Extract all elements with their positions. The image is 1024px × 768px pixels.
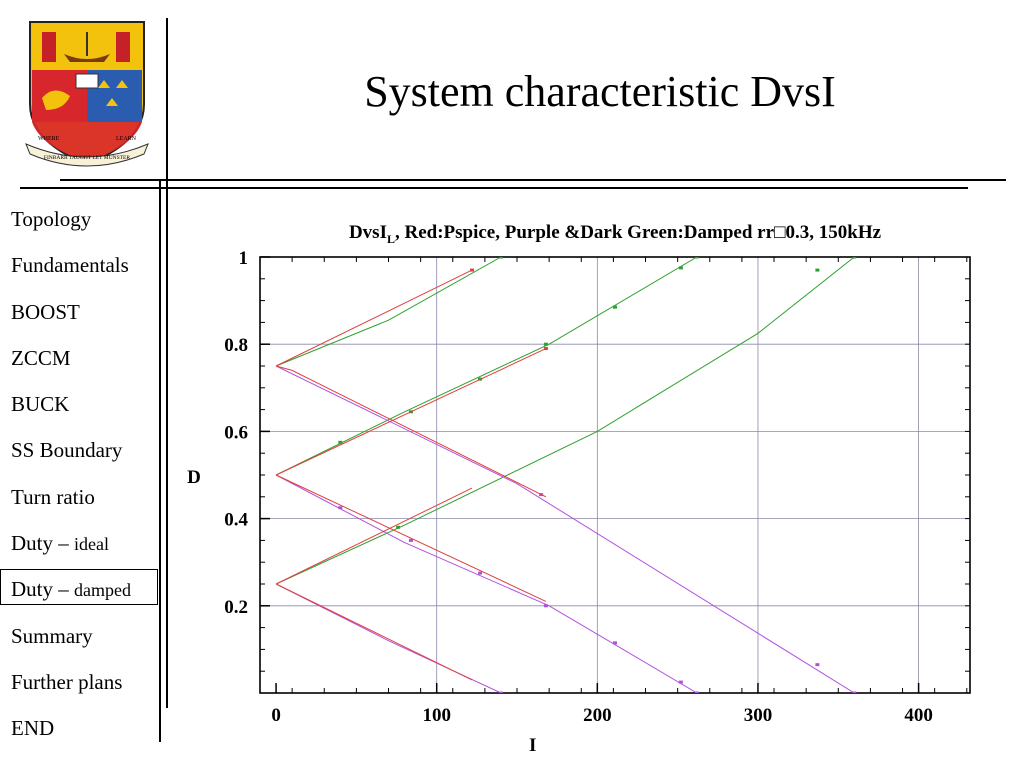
nav-item-5[interactable]: BUCK bbox=[0, 381, 160, 427]
nav-item-4[interactable]: ZCCM bbox=[0, 335, 160, 381]
chart-title: DvsIL, Red:Pspice, Purple &Dark Green:Da… bbox=[349, 222, 882, 246]
nav-item-label: BOOST bbox=[11, 299, 80, 324]
series-line-falling bbox=[275, 365, 855, 693]
series-marker-falling bbox=[694, 691, 699, 693]
nav-item-3[interactable]: BOOST bbox=[0, 289, 160, 335]
nav-item-suffix: ideal bbox=[74, 534, 109, 555]
nav-item-label: Fundamentals bbox=[11, 253, 129, 278]
crest-motto-right: LEARN bbox=[116, 136, 137, 142]
x-axis-label: I bbox=[529, 735, 536, 756]
nav-item-label: Further plans bbox=[11, 669, 123, 694]
series-marker-rising bbox=[396, 525, 401, 529]
nav-item-8[interactable]: Duty – ideal bbox=[0, 520, 160, 566]
x-tick-label: 300 bbox=[744, 705, 773, 726]
nav-item-12[interactable]: END bbox=[0, 705, 160, 751]
slide-title: System characteristic DvsI bbox=[364, 67, 836, 116]
dvsi-chart: DvsIL, Red:Pspice, Purple &Dark Green:Da… bbox=[187, 222, 971, 756]
series-marker-rising bbox=[852, 257, 857, 259]
y-tick-label: 0.6 bbox=[224, 422, 248, 443]
x-tick-label: 200 bbox=[583, 705, 612, 726]
series-marker-falling bbox=[478, 571, 483, 575]
series-marker-falling bbox=[408, 538, 413, 542]
nav-item-1[interactable]: Topology bbox=[0, 196, 160, 242]
nav-item-7[interactable]: Turn ratio bbox=[0, 474, 160, 520]
horizontal-divider bbox=[20, 187, 968, 189]
series-line-pspice bbox=[275, 474, 547, 602]
nav-item-label: Topology bbox=[11, 207, 92, 231]
series-marker-rising bbox=[543, 342, 548, 346]
crest-motto-bottom: FINBARR TAUGHT LET MUNSTER bbox=[44, 155, 131, 161]
series-marker-rising bbox=[613, 305, 617, 309]
series-line-rising bbox=[275, 257, 502, 367]
slide-navigation: Topology Fundamentals BOOST ZCCM BUCK SS Boun… bbox=[0, 196, 160, 752]
series-marker-falling bbox=[815, 663, 820, 667]
series-marker-falling bbox=[543, 604, 548, 608]
nav-item-label: Summary bbox=[11, 623, 93, 648]
nav-item-9[interactable]: Duty – damped bbox=[0, 566, 160, 612]
series-marker-falling bbox=[678, 680, 683, 684]
x-tick-label: 100 bbox=[422, 705, 451, 726]
x-tick-label: 0 bbox=[271, 705, 281, 726]
y-tick-label: 0.8 bbox=[224, 335, 248, 356]
series-marker-rising bbox=[498, 257, 503, 259]
x-tick-label: 400 bbox=[904, 705, 933, 726]
nav-item-label: Duty – bbox=[11, 531, 74, 556]
y-tick-label: 0.4 bbox=[224, 510, 248, 531]
series-marker-rising bbox=[694, 257, 699, 259]
series-line-pspice bbox=[275, 269, 473, 367]
nav-item-label: Turn ratio bbox=[11, 484, 95, 509]
y-tick-label: 1 bbox=[239, 248, 249, 269]
university-crest-logo: WHERE LEARN FINBARR TAUGHT LET MUNSTER bbox=[25, 21, 149, 167]
series-line-pspice bbox=[275, 365, 547, 498]
series-line-pspice bbox=[275, 348, 547, 476]
series-marker-pspice bbox=[543, 347, 548, 351]
nav-item-11[interactable]: Further plans bbox=[0, 659, 160, 705]
series-marker-rising bbox=[338, 440, 343, 444]
nav-item-label: BUCK bbox=[11, 392, 70, 417]
series-marker-pspice bbox=[470, 268, 475, 272]
y-tick-label: 0.2 bbox=[224, 597, 248, 618]
horizontal-divider-upper bbox=[60, 179, 1006, 181]
series-marker-rising bbox=[815, 268, 820, 272]
series-group bbox=[275, 257, 857, 693]
series-marker-rising bbox=[678, 266, 683, 270]
vertical-divider-lower bbox=[159, 180, 161, 742]
nav-item-label: END bbox=[11, 716, 55, 741]
nav-item-suffix: damped bbox=[74, 580, 131, 601]
nav-item-2[interactable]: Fundamentals bbox=[0, 242, 160, 288]
vertical-divider bbox=[166, 18, 168, 708]
plot-frame bbox=[259, 256, 971, 694]
nav-item-label: SS Boundary bbox=[11, 438, 123, 463]
series-line-pspice bbox=[275, 487, 473, 585]
nav-item-label: Duty – bbox=[11, 577, 74, 602]
nav-item-10[interactable]: Summary bbox=[0, 613, 160, 659]
series-line-pspice bbox=[275, 583, 473, 681]
series-line-rising bbox=[275, 257, 855, 585]
nav-item-label: ZCCM bbox=[11, 345, 71, 370]
series-marker-falling bbox=[498, 691, 503, 693]
series-marker-falling bbox=[613, 641, 617, 645]
crest-motto-left: WHERE bbox=[38, 136, 60, 142]
nav-item-6[interactable]: SS Boundary bbox=[0, 427, 160, 473]
series-marker-falling bbox=[338, 506, 343, 510]
y-axis-label: D bbox=[187, 467, 201, 488]
series-marker-falling bbox=[852, 691, 857, 693]
